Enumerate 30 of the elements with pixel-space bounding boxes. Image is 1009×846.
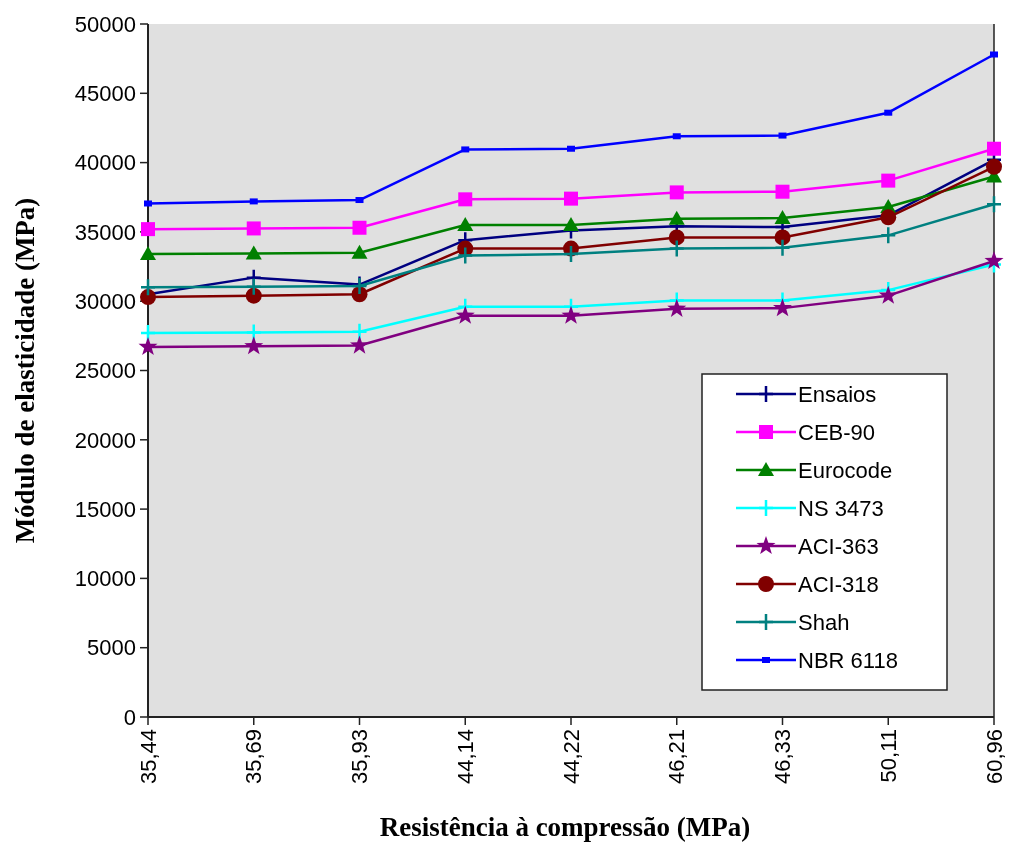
y-tick-label: 40000 <box>74 150 136 176</box>
y-tick-label: 0 <box>123 704 136 730</box>
y-tick-label: 10000 <box>74 566 136 592</box>
legend-label: NS 3473 <box>798 495 884 521</box>
legend-label: ACI-363 <box>798 533 879 559</box>
legend-label: CEB-90 <box>798 419 876 445</box>
y-tick-label: 5000 <box>87 635 136 661</box>
x-tick-label: 35,69 <box>241 729 267 785</box>
x-tick-label: 46,33 <box>770 729 796 785</box>
y-tick-label: 15000 <box>74 496 136 522</box>
y-axis-title: Módulo de elasticidade (MPa) <box>10 197 40 544</box>
y-tick-label: 45000 <box>74 81 136 106</box>
x-tick-label: 46,21 <box>664 729 690 785</box>
x-tick-label: 35,44 <box>135 729 161 785</box>
y-tick-label: 25000 <box>74 358 136 384</box>
x-tick-label: 35,93 <box>347 729 373 785</box>
legend-label: NBR 6118 <box>798 647 898 673</box>
y-tick-label: 50000 <box>74 11 136 37</box>
y-tick-label: 30000 <box>74 288 136 314</box>
legend-label: Eurocode <box>798 457 893 483</box>
y-tick-label: 20000 <box>74 427 136 453</box>
x-tick-label: 50,11 <box>875 729 901 783</box>
legend-label: ACI-318 <box>798 571 879 597</box>
x-tick-label: 44,22 <box>558 729 584 785</box>
x-tick-label: 60,96 <box>981 729 1007 785</box>
x-tick-label: 44,14 <box>452 729 478 785</box>
x-axis-title: Resistência à compressão (MPa) <box>379 812 751 842</box>
legend-label: Ensaios <box>798 381 877 407</box>
y-tick-label: 35000 <box>74 219 136 245</box>
legend-label: Shah <box>798 609 850 635</box>
